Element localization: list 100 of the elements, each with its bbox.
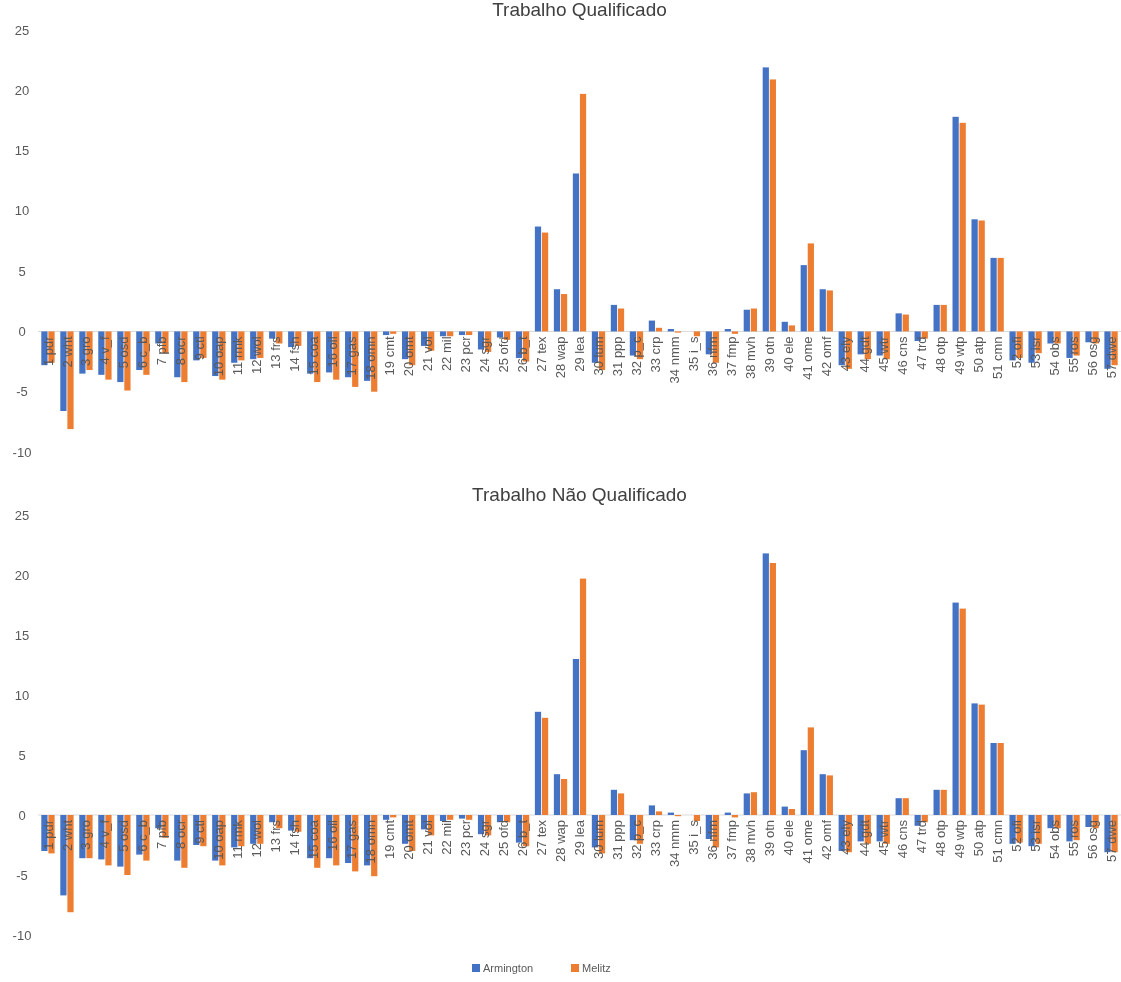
bar (269, 331, 276, 339)
bar (743, 793, 750, 815)
bar (466, 815, 473, 820)
x-tick-label: 43 ely (837, 819, 853, 855)
x-tick-label: 38 mvh (742, 820, 758, 863)
x-tick-label: 50 atp (970, 336, 986, 373)
x-tick-label: 52 ofi (1008, 336, 1024, 369)
x-tick-label: 3 gro (78, 820, 94, 850)
bar (952, 116, 959, 332)
bar (959, 608, 966, 815)
bar (390, 331, 397, 334)
x-tick-label: 42 omf (818, 336, 834, 377)
x-tick-label: 7 pfb (154, 820, 170, 849)
bar (997, 743, 1004, 815)
x-tick-label: 4 v_f (97, 819, 113, 849)
x-tick-label: 5 osd (116, 336, 132, 369)
x-tick-label: 41 ome (799, 336, 815, 380)
x-tick-label: 19 cmt (382, 336, 398, 376)
x-tick-label: 12 wol (249, 819, 265, 858)
x-tick-label: 8 ocr (173, 335, 189, 366)
x-tick-label: 5 osd (116, 820, 132, 852)
bar (560, 779, 568, 815)
x-tick-label: 35 i_s (685, 819, 701, 855)
y-tick-label: 5 (18, 263, 26, 279)
bar (895, 313, 902, 332)
bar (447, 815, 454, 820)
x-tick-label: 12 wol (249, 336, 265, 375)
bar (541, 232, 549, 332)
x-tick-label: 45 wtr (875, 819, 891, 856)
bar (762, 67, 769, 332)
x-tick-label: 34 nmm (666, 336, 682, 384)
bar (978, 704, 985, 815)
x-tick-label: 41 ome (799, 820, 815, 864)
x-tick-label: 31 ppp (610, 820, 626, 860)
y-tick-label: 10 (14, 203, 30, 219)
x-tick-label: 56 osg (1084, 336, 1100, 376)
x-tick-label: 56 osg (1084, 820, 1100, 860)
bar (553, 289, 561, 332)
x-tick-label: 23 pcr (458, 819, 474, 857)
x-tick-label: 16 oil (325, 336, 341, 368)
x-tick-label: 30 lum (591, 336, 607, 376)
bar (496, 331, 504, 338)
bar (952, 602, 959, 815)
x-tick-label: 3 gro (78, 336, 94, 367)
x-tick-label: 49 wtp (951, 820, 967, 859)
legend-label: Melitz (582, 961, 611, 974)
x-tick-label: 27 tex (534, 819, 550, 856)
bar (579, 578, 587, 815)
x-tick-label: 54 obs (1046, 335, 1062, 376)
x-tick-label: 20 omt (401, 819, 417, 860)
x-tick-label: 9 ctl (192, 336, 208, 361)
bar (750, 308, 757, 332)
x-tick-label: 39 otn (761, 820, 777, 857)
bar (610, 789, 618, 815)
x-tick-label: 46 cns (894, 335, 910, 375)
x-tick-label: 44 gdt (856, 336, 872, 373)
x-tick-label: 50 atp (970, 820, 986, 857)
y-tick-label: -10 (12, 927, 32, 943)
x-tick-label: 18 omn (363, 820, 379, 864)
y-tick-label: 5 (18, 747, 26, 763)
x-tick-label: 1 pdr (40, 335, 56, 367)
x-tick-label: 24 sgr (477, 819, 493, 857)
x-tick-label: 13 frs (268, 819, 284, 853)
x-tick-label: 29 lea (572, 819, 588, 856)
bar (383, 331, 390, 336)
x-tick-label: 16 oil (325, 819, 341, 852)
x-tick-label: 10 oap (211, 820, 227, 860)
bar (819, 774, 826, 815)
bar (458, 815, 466, 819)
bar (560, 294, 568, 332)
bar (826, 775, 833, 815)
x-tick-label: 11 rmk (230, 335, 246, 376)
bar (800, 750, 807, 815)
x-tick-label: 32 p_c (629, 335, 644, 376)
x-tick-label: 21 vol (420, 336, 436, 372)
x-tick-label: 55 ros (1065, 335, 1081, 373)
bar (572, 659, 580, 815)
bar (895, 798, 902, 815)
x-tick-label: 1 pdr (40, 819, 56, 850)
bar (971, 219, 978, 332)
x-tick-label: 2 wht (59, 819, 75, 852)
x-tick-label: 42 omf (818, 819, 834, 860)
x-tick-label: 37 fmp (723, 336, 739, 377)
bar (819, 289, 826, 332)
x-tick-label: 25 ofd (496, 336, 512, 373)
bar (439, 331, 447, 337)
y-tick-label: 25 (14, 507, 30, 523)
bar (933, 304, 940, 332)
x-tick-label: 51 cmn (989, 820, 1005, 863)
x-tick-label: 14 fsh (287, 820, 303, 856)
x-tick-label: 40 ele (780, 336, 796, 372)
bar (826, 290, 833, 332)
bar (902, 798, 909, 815)
bar (781, 806, 788, 815)
bar (807, 243, 814, 332)
x-tick-label: 57 dwe (1103, 820, 1119, 862)
x-tick-label: 48 otp (932, 820, 948, 857)
x-tick-label: 33 crp (647, 336, 663, 373)
bar (648, 805, 656, 815)
bar (1066, 815, 1073, 842)
